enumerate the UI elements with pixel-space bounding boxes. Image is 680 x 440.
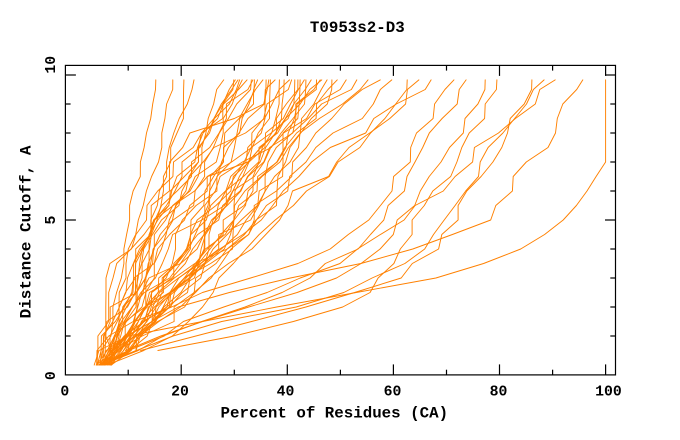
svg-text:0: 0	[44, 371, 60, 380]
svg-text:20: 20	[171, 385, 189, 401]
svg-text:100: 100	[595, 385, 622, 401]
svg-text:Distance Cutoff, A: Distance Cutoff, A	[18, 145, 36, 318]
svg-text:40: 40	[277, 385, 295, 401]
svg-text:5: 5	[44, 215, 60, 224]
svg-text:60: 60	[384, 385, 402, 401]
svg-text:Percent of Residues (CA): Percent of Residues (CA)	[221, 404, 449, 422]
svg-text:80: 80	[490, 385, 508, 401]
svg-text:10: 10	[44, 56, 60, 74]
svg-text:T0953s2-D3: T0953s2-D3	[310, 19, 405, 37]
svg-text:0: 0	[60, 385, 69, 401]
